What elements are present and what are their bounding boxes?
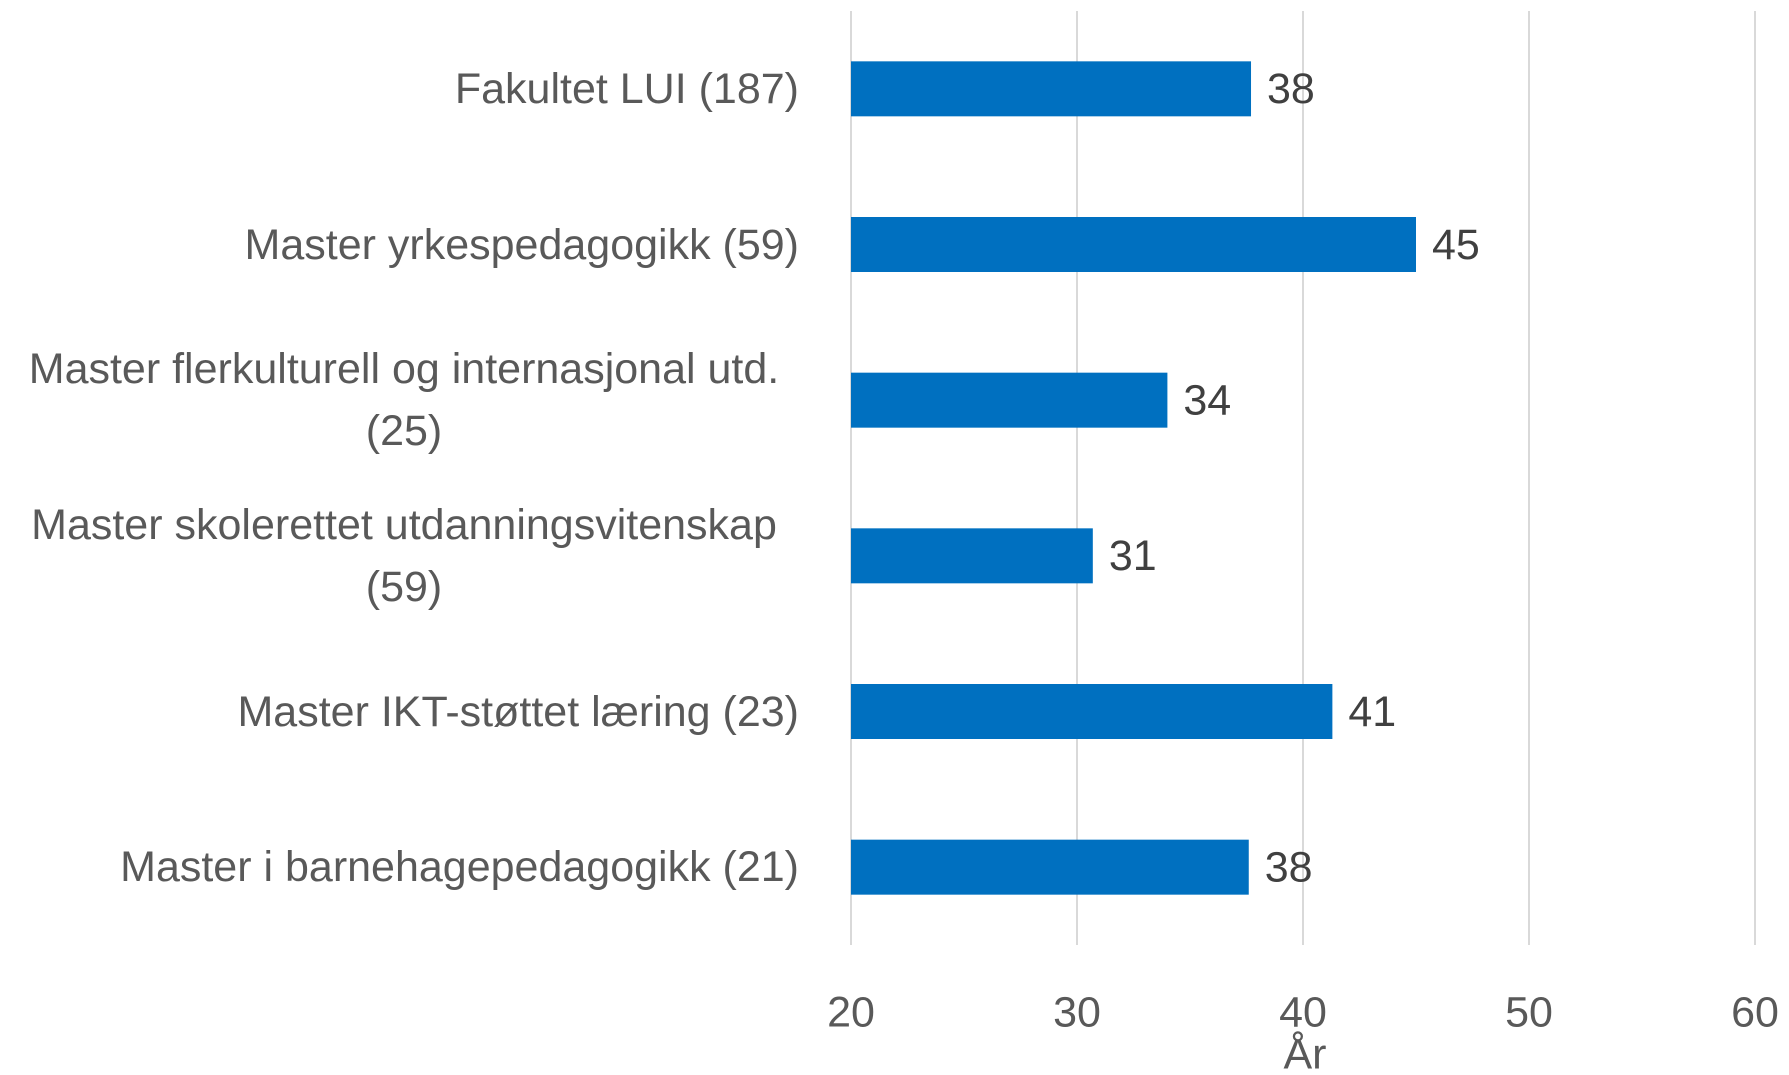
y-tick-label: Master skolerettet utdanningsvitenskap (… (31, 500, 777, 611)
y-tick-label: Master i barnehagepedagogikk (21) (120, 843, 799, 892)
y-tick-label-box: Master skolerettet utdanningsvitenskap (… (9, 494, 799, 618)
x-axis-label: År (1284, 1030, 1327, 1075)
bar (851, 372, 1168, 428)
y-tick-label: Master IKT-støttet læring (23) (237, 687, 799, 736)
x-tick-label: 50 (1505, 988, 1553, 1036)
x-tick-label: 20 (827, 988, 875, 1036)
x-tick-label: 60 (1731, 988, 1779, 1036)
y-tick-label: Fakultet LUI (187) (454, 64, 799, 113)
y-tick-label-box: Master flerkulturell og internasjonal ut… (9, 338, 799, 462)
value-label: 38 (1265, 844, 1313, 892)
value-label: 31 (1109, 532, 1157, 580)
y-tick-label: Master yrkespedagogikk (59) (244, 220, 799, 269)
bar (851, 839, 1249, 895)
y-tick-label: Master flerkulturell og internasjonal ut… (28, 345, 780, 456)
y-tick-label-box: Master IKT-støttet læring (23) (9, 681, 799, 743)
x-tick-label: 40 (1279, 988, 1327, 1036)
value-label: 34 (1183, 377, 1231, 425)
x-tick-label: 30 (1053, 988, 1101, 1036)
value-label: 45 (1432, 221, 1480, 269)
bar (851, 61, 1252, 117)
y-tick-label-box: Fakultet LUI (187) (9, 58, 799, 120)
y-tick-label-box: Master yrkespedagogikk (59) (9, 214, 799, 276)
bar (851, 217, 1416, 272)
value-label: 38 (1267, 65, 1315, 113)
y-tick-label-box: Master i barnehagepedagogikk (21) (9, 836, 799, 898)
bar (851, 684, 1333, 739)
value-label: 41 (1348, 688, 1396, 736)
bar (851, 528, 1093, 584)
